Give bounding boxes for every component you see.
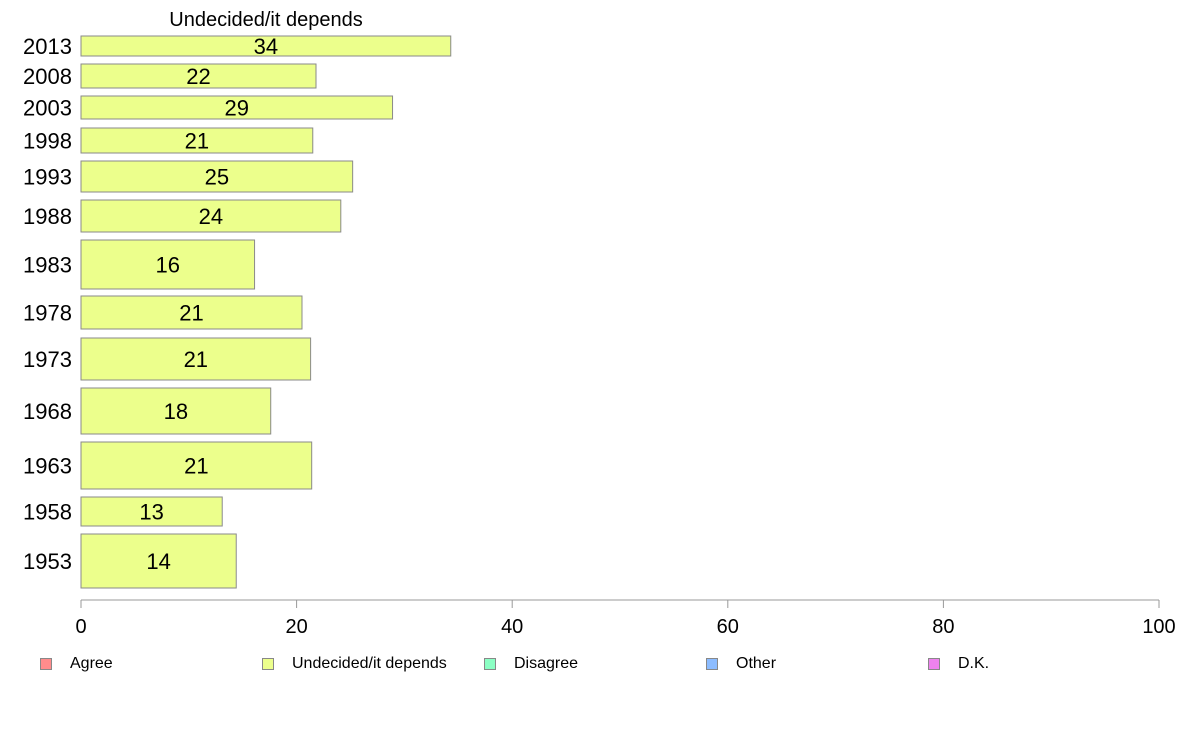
legend-label-other: Other	[736, 655, 777, 672]
value-label-year-2008: 22	[186, 64, 210, 89]
category-label-1978: 1978	[23, 301, 72, 326]
value-label-year-1998: 21	[185, 129, 209, 154]
bar-year-1978	[80, 295, 303, 330]
legend-item-other: Other	[706, 652, 776, 676]
value-label-year-1978: 21	[179, 301, 203, 326]
category-label-1968: 1968	[23, 399, 72, 424]
bar-year-1983	[80, 239, 256, 290]
legend-item-agree: Agree	[40, 652, 113, 676]
category-label-1983: 1983	[23, 253, 72, 278]
category-label-1958: 1958	[23, 500, 72, 525]
value-label-year-1963: 21	[184, 454, 208, 479]
category-label-1973: 1973	[23, 347, 72, 372]
x-tick-label-80: 80	[932, 616, 954, 638]
legend-item-undecided: Undecided/it depends	[262, 652, 447, 676]
bar-year-2008	[80, 63, 317, 89]
legend-label-dk: D.K.	[958, 655, 990, 672]
legend-swatch-disagree	[484, 658, 496, 670]
bar-year-2013	[80, 35, 452, 57]
category-label-1988: 1988	[23, 204, 72, 229]
category-label-1963: 1963	[23, 454, 72, 479]
legend-swatch-undecided	[262, 658, 274, 670]
legend-swatch-agree	[40, 658, 52, 670]
bar-year-1968	[80, 387, 272, 435]
value-label-year-1993: 25	[205, 165, 229, 190]
x-axis: 0 20 40 60 80 100	[75, 599, 1176, 638]
bars-layer: 2013 34 2008 22 2003 29 1998 21 1993 25 1988 24 1983…	[23, 34, 452, 589]
bar-year-1988	[80, 199, 342, 233]
legend-swatch-other	[706, 658, 718, 670]
x-tick-label-100: 100	[1142, 616, 1175, 638]
chart-title: Undecided/it depends	[169, 9, 362, 31]
legend-label-undecided: Undecided/it depends	[292, 655, 447, 672]
category-label-1998: 1998	[23, 129, 72, 154]
legend-item-dk: D.K.	[928, 652, 989, 676]
category-label-2013: 2013	[23, 34, 72, 59]
bar-year-1958	[80, 496, 223, 527]
value-label-year-2003: 29	[225, 96, 249, 121]
x-tick-label-60: 60	[717, 616, 739, 638]
legend-label-agree: Agree	[70, 655, 113, 672]
value-label-year-1968: 18	[164, 399, 188, 424]
value-label-year-1958: 13	[139, 500, 163, 525]
value-label-year-1953: 14	[146, 549, 170, 574]
x-tick-label-0: 0	[75, 616, 86, 638]
x-tick-label-40: 40	[501, 616, 523, 638]
value-label-year-1973: 21	[184, 347, 208, 372]
value-label-year-1983: 16	[156, 253, 180, 278]
legend-label-disagree: Disagree	[514, 655, 579, 672]
value-label-year-2013: 34	[254, 34, 278, 59]
bar-year-2003	[80, 95, 394, 120]
bar-year-1963	[80, 441, 313, 490]
bar-year-1953	[80, 533, 237, 589]
legend: Agree Undecided/it depends Disagree Othe…	[0, 652, 1188, 676]
legend-swatch-dk	[928, 658, 940, 670]
bar-year-1993	[80, 160, 354, 193]
category-label-2003: 2003	[23, 96, 72, 121]
legend-item-disagree: Disagree	[484, 652, 578, 676]
category-label-2008: 2008	[23, 64, 72, 89]
x-tick-label-20: 20	[285, 616, 307, 638]
category-label-1953: 1953	[23, 549, 72, 574]
bar-year-1998	[80, 127, 314, 154]
bar-year-1973	[80, 337, 312, 381]
category-label-1993: 1993	[23, 165, 72, 190]
value-label-year-1988: 24	[199, 204, 223, 229]
